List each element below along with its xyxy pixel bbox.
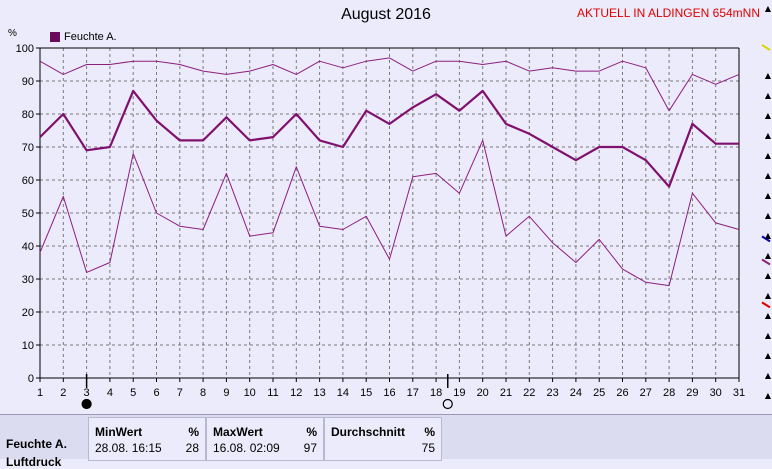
x-tick-label: 28 (663, 387, 675, 399)
side-chevron-icon: ▲ (765, 151, 772, 160)
y-tick-label: 100 (16, 43, 34, 55)
x-tick-label: 9 (223, 387, 229, 399)
min-header: MinWert (95, 425, 143, 439)
y-tick-label: 40 (22, 241, 34, 253)
legend: Feuchte A. (50, 31, 117, 43)
y-tick-label: 90 (22, 76, 34, 88)
y-tick-label: 50 (22, 208, 34, 220)
x-tick-label: 7 (177, 387, 183, 399)
avg-value: 75 (421, 441, 435, 455)
y-tick-label: 80 (22, 109, 34, 121)
x-tick-label: 17 (407, 387, 419, 399)
side-chevron-icon: ▲ (765, 71, 772, 80)
x-tick-label: 8 (200, 387, 206, 399)
x-tick-label: 23 (546, 387, 558, 399)
side-chevron-icon: ▲ (765, 4, 772, 13)
series-line-max (39, 57, 740, 112)
min-value: 28 (185, 441, 199, 455)
x-tick-label: 27 (640, 387, 652, 399)
x-tick-label: 26 (616, 387, 628, 399)
side-chevron-icon: ▲ (765, 291, 772, 300)
min-unit: % (188, 425, 199, 439)
x-tick-label: 24 (570, 387, 582, 399)
y-tick-label: 10 (22, 340, 34, 352)
x-tick-label: 22 (523, 387, 535, 399)
side-chevron-icon: ▲ (765, 91, 772, 100)
side-chevron-icon: ▲ (765, 211, 772, 220)
avg-value-box: Durchschnitt % 75 (324, 417, 442, 461)
x-tick-label: 20 (477, 387, 489, 399)
series-line-min (39, 139, 740, 287)
y-tick-label: 60 (22, 175, 34, 187)
max-header: MaxWert (213, 425, 263, 439)
series-line-avg (39, 89, 739, 188)
x-tick-label: 25 (593, 387, 605, 399)
x-tick-label: 6 (153, 387, 159, 399)
x-tick-label: 12 (290, 387, 302, 399)
side-chevron-icon: ▲ (765, 131, 772, 140)
x-tick-label: 19 (453, 387, 465, 399)
x-tick-label: 16 (383, 387, 395, 399)
full-moon-icon (442, 398, 453, 410)
x-tick-label: 31 (733, 387, 745, 399)
min-date: 28.08. 16:15 (95, 441, 162, 455)
side-indicator-mark (761, 235, 771, 243)
x-tick-label: 21 (500, 387, 512, 399)
x-tick-label: 30 (710, 387, 722, 399)
legend-swatch (50, 32, 60, 42)
stats-row-label: Feuchte A. (6, 437, 67, 451)
x-tick-label: 10 (244, 387, 256, 399)
side-chevron-icon: ▲ (765, 371, 772, 380)
x-tick-label: 29 (686, 387, 698, 399)
side-chevron-icon: ▲ (765, 191, 772, 200)
x-tick-label: 13 (313, 387, 325, 399)
max-value-box: MaxWert % 16.08. 02:09 97 (206, 417, 324, 461)
y-tick-label: 70 (22, 142, 34, 154)
avg-header: Durchschnitt (331, 425, 406, 439)
x-tick-label: 5 (130, 387, 136, 399)
side-chevron-icon: ▲ (765, 111, 772, 120)
side-chevron-icon: ▲ (765, 391, 772, 400)
side-chevron-icon: ▲ (765, 331, 772, 340)
side-chevron-icon: ▲ (765, 351, 772, 360)
x-tick-label: 4 (107, 387, 113, 399)
y-tick-label: 30 (22, 274, 34, 286)
min-value-box: MinWert % 28.08. 16:15 28 (88, 417, 206, 461)
side-chevron-icon: ▲ (765, 251, 772, 260)
max-unit: % (306, 425, 317, 439)
y-tick-label: 20 (22, 307, 34, 319)
station-label: AKTUELL IN ALDINGEN 654mNN (577, 6, 760, 20)
side-indicator-mark (761, 301, 771, 309)
side-chevron-icon: ▲ (765, 231, 772, 240)
y-unit-label: % (8, 28, 17, 39)
stats-row-label-2: Luftdruck (6, 455, 62, 469)
side-indicator-mark (761, 258, 771, 266)
max-value: 97 (303, 441, 317, 455)
stats-panel: Feuchte A. Luftdruck MinWert % 28.08. 16… (0, 414, 772, 469)
x-tick-label: 14 (337, 387, 349, 399)
x-tick-label: 2 (60, 387, 66, 399)
x-tick-label: 1 (37, 387, 43, 399)
y-tick-label: 0 (28, 373, 34, 385)
side-chevron-icon: ▲ (765, 271, 772, 280)
side-indicator-mark (761, 44, 771, 51)
avg-unit: % (424, 425, 435, 439)
legend-label: Feuchte A. (64, 31, 117, 43)
chart-title: August 2016 (341, 6, 431, 23)
x-tick-label: 18 (430, 387, 442, 399)
new-moon-icon (81, 398, 92, 410)
side-chevron-icon: ▲ (765, 311, 772, 320)
x-tick-label: 11 (267, 387, 278, 399)
x-tick-label: 15 (360, 387, 372, 399)
x-tick-label: 3 (84, 387, 90, 399)
max-date: 16.08. 02:09 (213, 441, 280, 455)
side-chevron-icon: ▲ (765, 171, 772, 180)
